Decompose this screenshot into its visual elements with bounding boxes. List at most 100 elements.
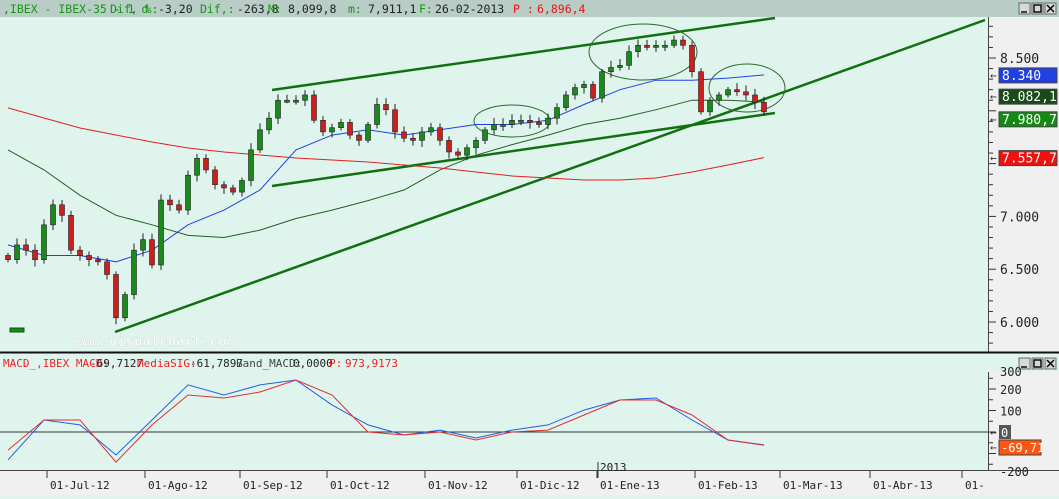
y-tick-label: 8.500 <box>1000 52 1039 67</box>
price-axis <box>989 17 1059 352</box>
candle <box>698 68 704 115</box>
candle <box>149 233 155 269</box>
candle <box>275 94 281 124</box>
candle <box>725 87 731 98</box>
close-icon <box>1046 4 1055 13</box>
x-tick-label: 01-Ago-12 <box>148 479 208 492</box>
window-controls <box>1018 2 1057 15</box>
year-marker: 2013 <box>600 461 627 474</box>
candle <box>500 118 506 131</box>
candle <box>113 271 119 325</box>
svg-text:←: ← <box>990 441 997 454</box>
candle <box>140 233 146 257</box>
candle <box>329 123 335 138</box>
ellipse-annotation[interactable] <box>708 63 786 113</box>
minimize-button[interactable] <box>1018 357 1031 370</box>
ma-mid-value-badge: ← 8.082,1 <box>990 88 1058 105</box>
candle <box>257 123 263 153</box>
candle <box>50 199 56 231</box>
candle <box>635 39 641 58</box>
macd-header: MACD_,IBEX MACD: -69,7127 MediaSIG: -61,… <box>3 357 398 370</box>
candle <box>131 243 137 300</box>
macd-tick-label: 200 <box>1000 383 1022 397</box>
x-tick-label: 01-Dic-12 <box>520 479 580 492</box>
candle <box>302 90 308 106</box>
candle <box>383 98 389 116</box>
candle <box>338 118 344 131</box>
close-button[interactable] <box>1044 357 1057 370</box>
candle <box>716 92 722 106</box>
macd-zero-badge: ← 0 <box>990 425 1011 440</box>
candle <box>608 60 614 78</box>
candle <box>266 112 272 135</box>
moving-average-line <box>7 107 765 181</box>
candle <box>248 143 254 187</box>
candle <box>491 117 497 135</box>
candle <box>653 40 659 52</box>
candle <box>518 114 524 126</box>
candle <box>410 132 416 146</box>
indicator-marker <box>9 327 25 333</box>
candle <box>554 103 560 125</box>
candle <box>599 68 605 103</box>
svg-text:←: ← <box>990 152 997 165</box>
candle <box>509 114 515 129</box>
x-tick-label: 01-Feb-13 <box>698 479 758 492</box>
candle <box>752 89 758 110</box>
minimize-button[interactable] <box>1018 2 1031 15</box>
svg-text:7.557,7: 7.557,7 <box>1002 152 1057 167</box>
svg-text:←: ← <box>990 426 997 439</box>
candle <box>617 58 623 71</box>
moving-average-line <box>7 99 765 239</box>
candle <box>221 181 227 194</box>
candle <box>194 153 200 182</box>
candle <box>14 238 20 264</box>
macd-series-line <box>7 379 765 463</box>
close-button[interactable] <box>1044 2 1057 15</box>
candle <box>662 40 668 52</box>
svg-text:7.980,7: 7.980,7 <box>1002 113 1057 128</box>
candle <box>59 199 65 222</box>
trendline[interactable] <box>114 18 986 334</box>
x-tick-label: 01- <box>965 479 985 492</box>
candle <box>545 113 551 130</box>
svg-text:0: 0 <box>1001 426 1008 440</box>
trendline[interactable] <box>271 16 776 92</box>
x-tick-label: 01-Nov-12 <box>428 479 488 492</box>
maximize-button[interactable] <box>1031 357 1044 370</box>
watermark: www.visualchart.com <box>75 334 235 350</box>
candle <box>464 144 470 161</box>
maximize-button[interactable] <box>1031 2 1044 15</box>
trendline[interactable] <box>271 111 776 188</box>
svg-text:8.082,1: 8.082,1 <box>1002 90 1057 105</box>
y-tick-label: 7.000 <box>1000 210 1039 225</box>
date-axis <box>0 470 1059 495</box>
title-bar <box>0 0 1059 17</box>
candle <box>428 123 434 136</box>
candle <box>176 199 182 214</box>
svg-text:←: ← <box>990 113 997 126</box>
candle <box>536 117 542 128</box>
candle <box>158 194 164 270</box>
header-text: ,IBEX - IBEX-35 - 1 d Dif, %: -3,20 Dif,… <box>3 2 586 16</box>
candle <box>626 45 632 70</box>
candle <box>401 126 407 143</box>
svg-text:←: ← <box>990 69 997 82</box>
macd-plot <box>0 379 988 463</box>
ma-short-value-badge: ← 8.340 <box>990 67 1058 84</box>
candle <box>239 177 245 197</box>
candle <box>473 137 479 155</box>
x-tick-label: 01-Oct-12 <box>330 479 390 492</box>
candle <box>392 103 398 139</box>
ma-long-value-badge: ← 7.557,7 <box>990 150 1058 167</box>
candle <box>446 136 452 159</box>
candle <box>527 114 533 129</box>
ellipse-annotation[interactable] <box>588 23 698 81</box>
candle <box>230 184 236 196</box>
candle <box>23 238 29 256</box>
x-tick-label: 01-Abr-13 <box>873 479 933 492</box>
candle <box>374 97 380 129</box>
candle <box>68 210 74 254</box>
